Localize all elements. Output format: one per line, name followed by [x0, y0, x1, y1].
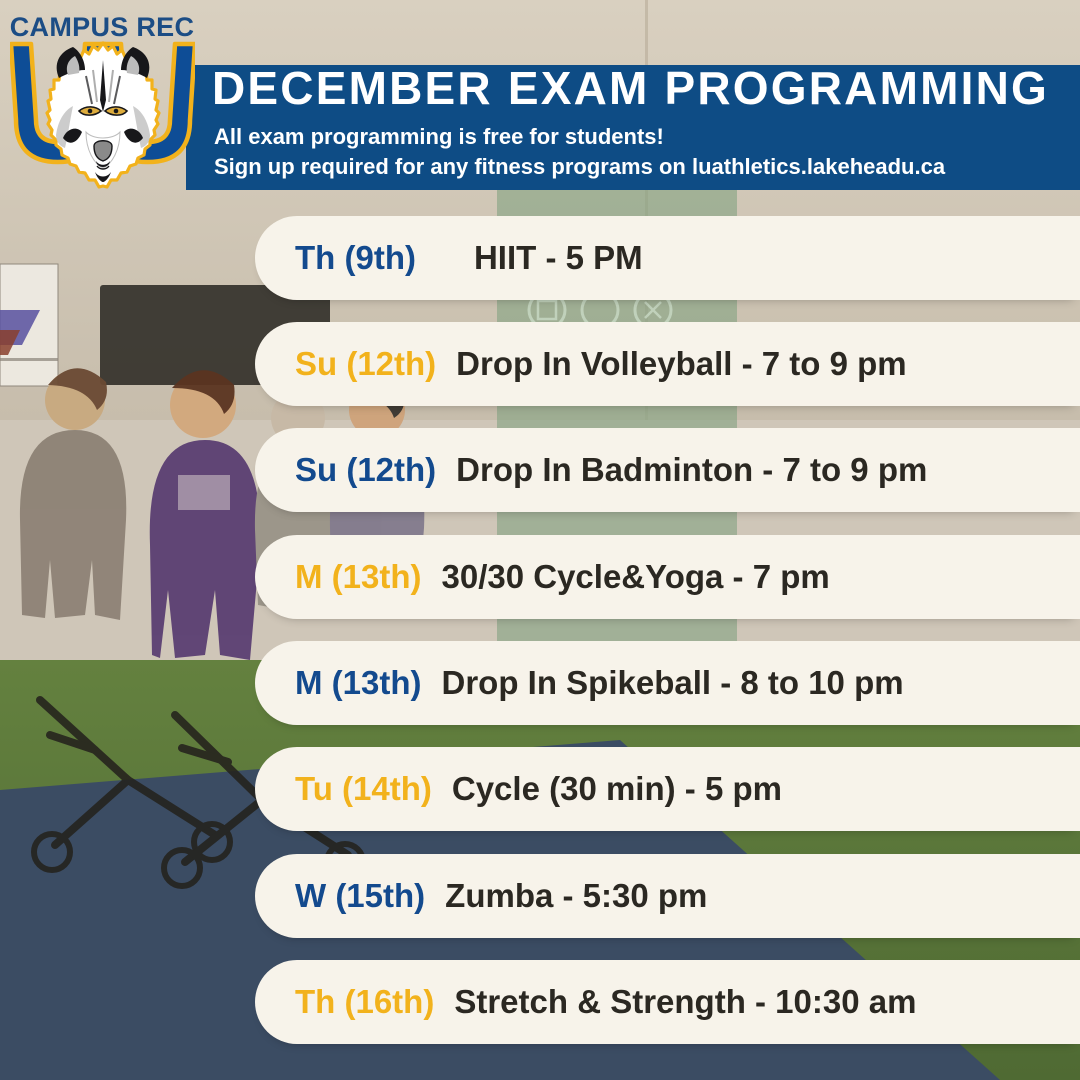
svg-text:CAMPUS REC: CAMPUS REC	[10, 12, 194, 42]
